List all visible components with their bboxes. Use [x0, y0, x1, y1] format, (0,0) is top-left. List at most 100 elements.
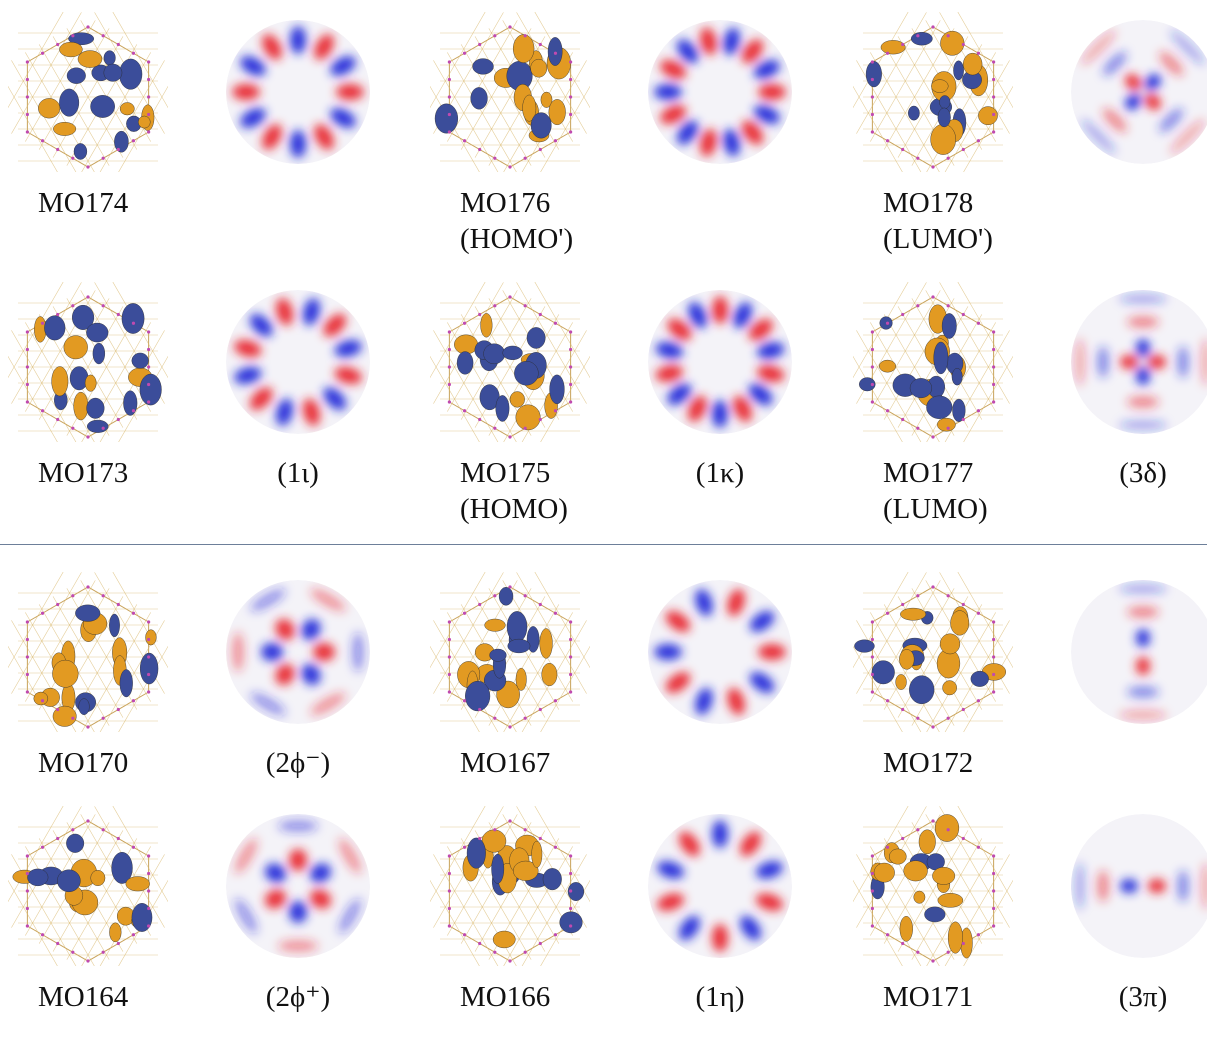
orange-lobe — [947, 921, 963, 954]
mo-image — [0, 798, 179, 984]
blue-lobe — [939, 95, 951, 109]
mo-image — [0, 4, 179, 190]
blue-lobe — [27, 868, 49, 887]
orange-lobe — [950, 610, 970, 636]
mode-panel — [640, 572, 840, 812]
blue-lobe — [109, 613, 120, 638]
orbital-isosurface — [419, 564, 601, 750]
mode-image — [1063, 806, 1207, 966]
blue-lobe — [470, 87, 488, 110]
mode-image — [640, 282, 800, 442]
disk-mode-pattern — [648, 580, 792, 724]
mo-number: MO172 — [883, 747, 974, 779]
blue-lobe — [924, 906, 946, 923]
mode-label — [1063, 185, 1207, 265]
section-divider — [0, 544, 1207, 545]
mo-label: MO175 (HOMO) — [460, 455, 630, 535]
mode-label: (1η) — [695, 981, 745, 1013]
blue-lobe — [119, 58, 143, 90]
orange-lobe — [873, 862, 895, 883]
mo-label: MO173 — [38, 455, 208, 535]
orange-lobe — [480, 313, 493, 338]
mo-number: MO170 — [38, 747, 129, 779]
orange-lobe — [63, 335, 88, 360]
orange-lobe — [492, 930, 516, 949]
orange-lobe — [895, 674, 907, 690]
mode-image — [1063, 572, 1207, 732]
mode-panel: (1η) — [640, 806, 840, 1046]
mo-image — [842, 4, 1024, 190]
blue-lobe — [953, 60, 964, 81]
blue-lobe — [472, 58, 494, 75]
blue-lobe — [933, 341, 949, 375]
mo-label: MO164 — [38, 979, 208, 1059]
orange-lobe — [940, 30, 965, 56]
mo-panel: MO172 — [842, 564, 1053, 812]
blue-lobe — [78, 698, 90, 715]
orange-lobe — [918, 829, 936, 855]
mode-panel: (3δ) — [1063, 282, 1207, 522]
orange-lobe — [978, 106, 998, 126]
orange-lobe — [548, 99, 566, 125]
mo-number: MO171 — [883, 981, 974, 1013]
orbital-isosurface — [842, 274, 1024, 460]
mo-number: MO164 — [38, 981, 129, 1013]
mo-designation: (HOMO) — [460, 493, 568, 525]
orange-lobe — [454, 334, 478, 355]
blue-lobe — [59, 88, 80, 117]
orange-lobe — [937, 893, 964, 908]
mo-number: MO174 — [38, 187, 129, 219]
mo-number: MO175 — [460, 457, 551, 489]
mode-label: (1ι) — [277, 457, 319, 489]
mode-image — [1063, 282, 1207, 442]
mode-image — [640, 572, 800, 732]
mode-panel — [218, 12, 418, 252]
mo-label: MO174 — [38, 185, 208, 265]
orbital-isosurface — [419, 798, 601, 984]
mo-panel: MO171 — [842, 798, 1053, 1046]
mode-label — [640, 185, 800, 265]
blue-lobe — [66, 67, 86, 84]
orange-lobe — [937, 417, 956, 432]
blue-lobe — [926, 395, 953, 419]
mo-number: MO173 — [38, 457, 129, 489]
blue-lobe — [952, 398, 966, 422]
orange-lobe — [509, 391, 525, 408]
orange-lobe — [879, 359, 896, 373]
orbital-isosurface — [0, 274, 179, 460]
blue-lobe — [859, 377, 876, 392]
orange-lobe — [73, 391, 89, 421]
mo-image — [419, 274, 601, 460]
orange-lobe — [889, 848, 907, 865]
mo-label: MO167 — [460, 745, 630, 825]
disk-mode-pattern — [1071, 20, 1207, 164]
blue-lobe — [465, 680, 491, 712]
mode-label: (2ϕ⁻) — [265, 747, 331, 779]
blue-lobe — [75, 604, 101, 622]
blue-lobe — [111, 852, 133, 884]
orange-lobe — [541, 663, 558, 687]
orbital-isosurface — [419, 4, 601, 190]
blue-lobe — [131, 903, 153, 932]
orange-lobe — [939, 633, 961, 655]
blue-lobe — [114, 130, 129, 153]
orange-lobe — [913, 890, 926, 904]
mode-image — [640, 806, 800, 966]
orange-lobe — [119, 102, 135, 116]
blue-lobe — [865, 61, 882, 88]
disk-mode-pattern — [1071, 580, 1207, 724]
blue-lobe — [526, 327, 546, 349]
orange-lobe — [880, 40, 906, 55]
orange-lobe — [77, 50, 103, 68]
blue-lobe — [489, 648, 507, 662]
orange-lobe — [481, 829, 507, 853]
mo-image — [419, 564, 601, 750]
mo-panel: MO174 — [0, 4, 208, 252]
mo-panel: MO175 (HOMO) — [419, 274, 630, 525]
orange-lobe — [903, 860, 928, 882]
disk-mode-pattern — [1071, 290, 1207, 434]
orange-lobe — [109, 922, 122, 943]
mo-label: MO166 — [460, 979, 630, 1059]
blue-lobe — [119, 669, 133, 698]
mode-label: (1κ) — [695, 457, 745, 489]
